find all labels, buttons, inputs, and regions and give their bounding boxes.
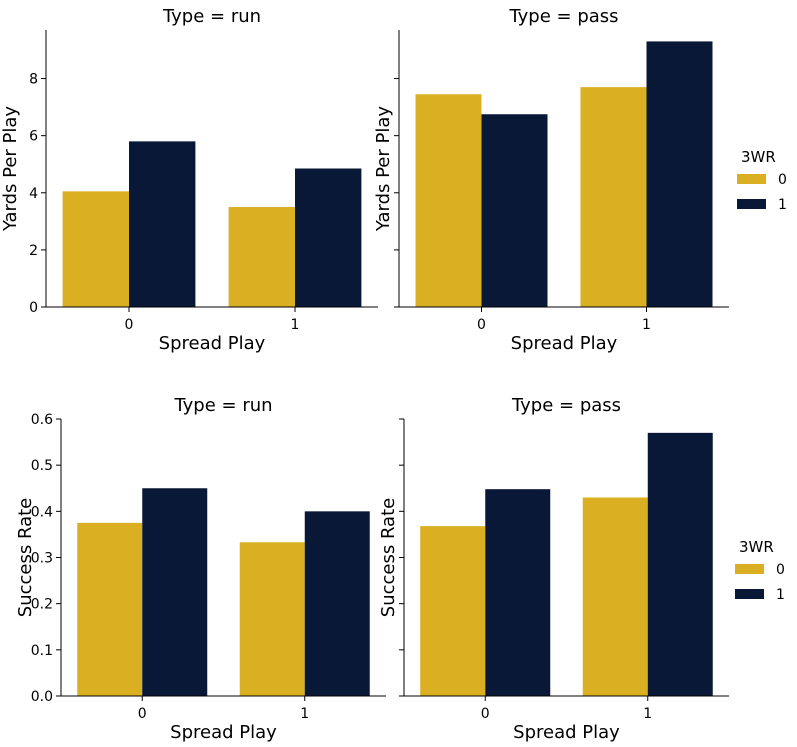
bar-series-1-cat-1 [295,168,362,307]
bar-series-1-cat-1 [304,511,370,696]
legend-title: 3WR [739,538,774,556]
bar-series-0-cat-0 [420,526,486,696]
bar-series-1-cat-1 [647,432,713,696]
y-tick-label: 0.0 [31,689,53,705]
y-axis-label: Yards Per Play [373,106,394,232]
chart-title: Type = run [162,6,261,27]
y-tick-label: 0.2 [31,597,53,613]
x-tick-label: 0 [477,317,486,333]
legend-swatch-1 [737,199,766,209]
chart-title: Type = run [173,395,272,416]
legend-label-0: 0 [778,172,787,188]
y-axis-label: Yards Per Play [0,106,21,232]
bar-series-1-cat-0 [481,114,548,307]
legend-label-1: 1 [778,197,787,213]
chart-title: Type = pass [511,395,621,416]
x-tick-label: 1 [642,317,651,333]
y-tick-label: 0.3 [31,551,53,567]
x-tick-label: 1 [291,317,300,333]
chart-panel-1: 0 2 4 6 8 0 1 Type = run Spread Play Yards Per Pl… [0,6,378,354]
legend-swatch-0 [735,564,764,574]
x-axis-label: Spread Play [511,333,618,354]
y-tick-label: 0.1 [31,643,53,659]
chart-title: Type = pass [508,6,618,27]
y-tick-label: 0.5 [31,458,53,474]
legend-label-0: 0 [776,562,785,578]
bar-series-0-cat-1 [582,497,648,696]
legend-swatch-0 [737,174,766,184]
y-tick-label: 4 [29,186,38,202]
x-tick-label: 0 [481,706,490,722]
chart-panel-2: 0 1 Type = pass Spread Play Yards Per Play 3W… [373,6,787,354]
x-tick-label: 1 [643,706,652,722]
y-tick-label: 0.4 [31,504,53,520]
y-tick-label: 2 [29,243,38,259]
bar-series-0-cat-0 [415,94,482,307]
legend-label-1: 1 [776,587,785,603]
x-axis-label: Spread Play [170,722,277,743]
bar-series-1-cat-0 [485,489,551,696]
y-axis-label: Success Rate [15,498,36,617]
bar-series-0-cat-0 [77,522,143,696]
bar-series-0-cat-0 [62,191,129,307]
y-tick-label: 8 [29,72,38,88]
legend-swatch-1 [735,589,764,599]
bar-series-1-cat-0 [142,488,208,696]
legend-title: 3WR [741,148,776,166]
x-tick-label: 0 [138,706,147,722]
x-tick-label: 0 [125,317,134,333]
x-tick-label: 1 [300,706,309,722]
bar-series-0-cat-1 [228,207,295,307]
bar-series-1-cat-1 [646,41,713,308]
chart-panel-3: 0.0 0.1 0.2 0.3 0.4 0.5 0.6 0 1 Type = run Spread … [15,395,386,743]
x-axis-label: Spread Play [513,722,620,743]
y-tick-label: 0 [29,300,38,316]
bar-series-1-cat-0 [129,141,196,307]
y-tick-label: 6 [29,129,38,145]
y-tick-label: 0.6 [31,412,53,428]
bar-series-0-cat-1 [239,542,305,696]
y-axis-label: Success Rate [378,498,399,617]
x-axis-label: Spread Play [159,333,266,354]
bar-series-0-cat-1 [580,87,647,307]
